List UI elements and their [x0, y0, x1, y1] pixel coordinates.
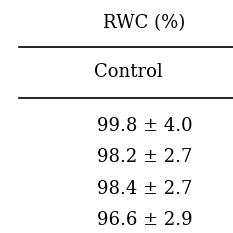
- Text: 99.8 ± 4.0: 99.8 ± 4.0: [97, 117, 192, 135]
- Text: 98.4 ± 2.7: 98.4 ± 2.7: [97, 180, 192, 198]
- Text: 96.6 ± 2.9: 96.6 ± 2.9: [97, 211, 192, 229]
- Text: 98.2 ± 2.7: 98.2 ± 2.7: [97, 148, 192, 166]
- Text: RWC (%): RWC (%): [103, 14, 186, 32]
- Text: Control: Control: [94, 63, 163, 81]
